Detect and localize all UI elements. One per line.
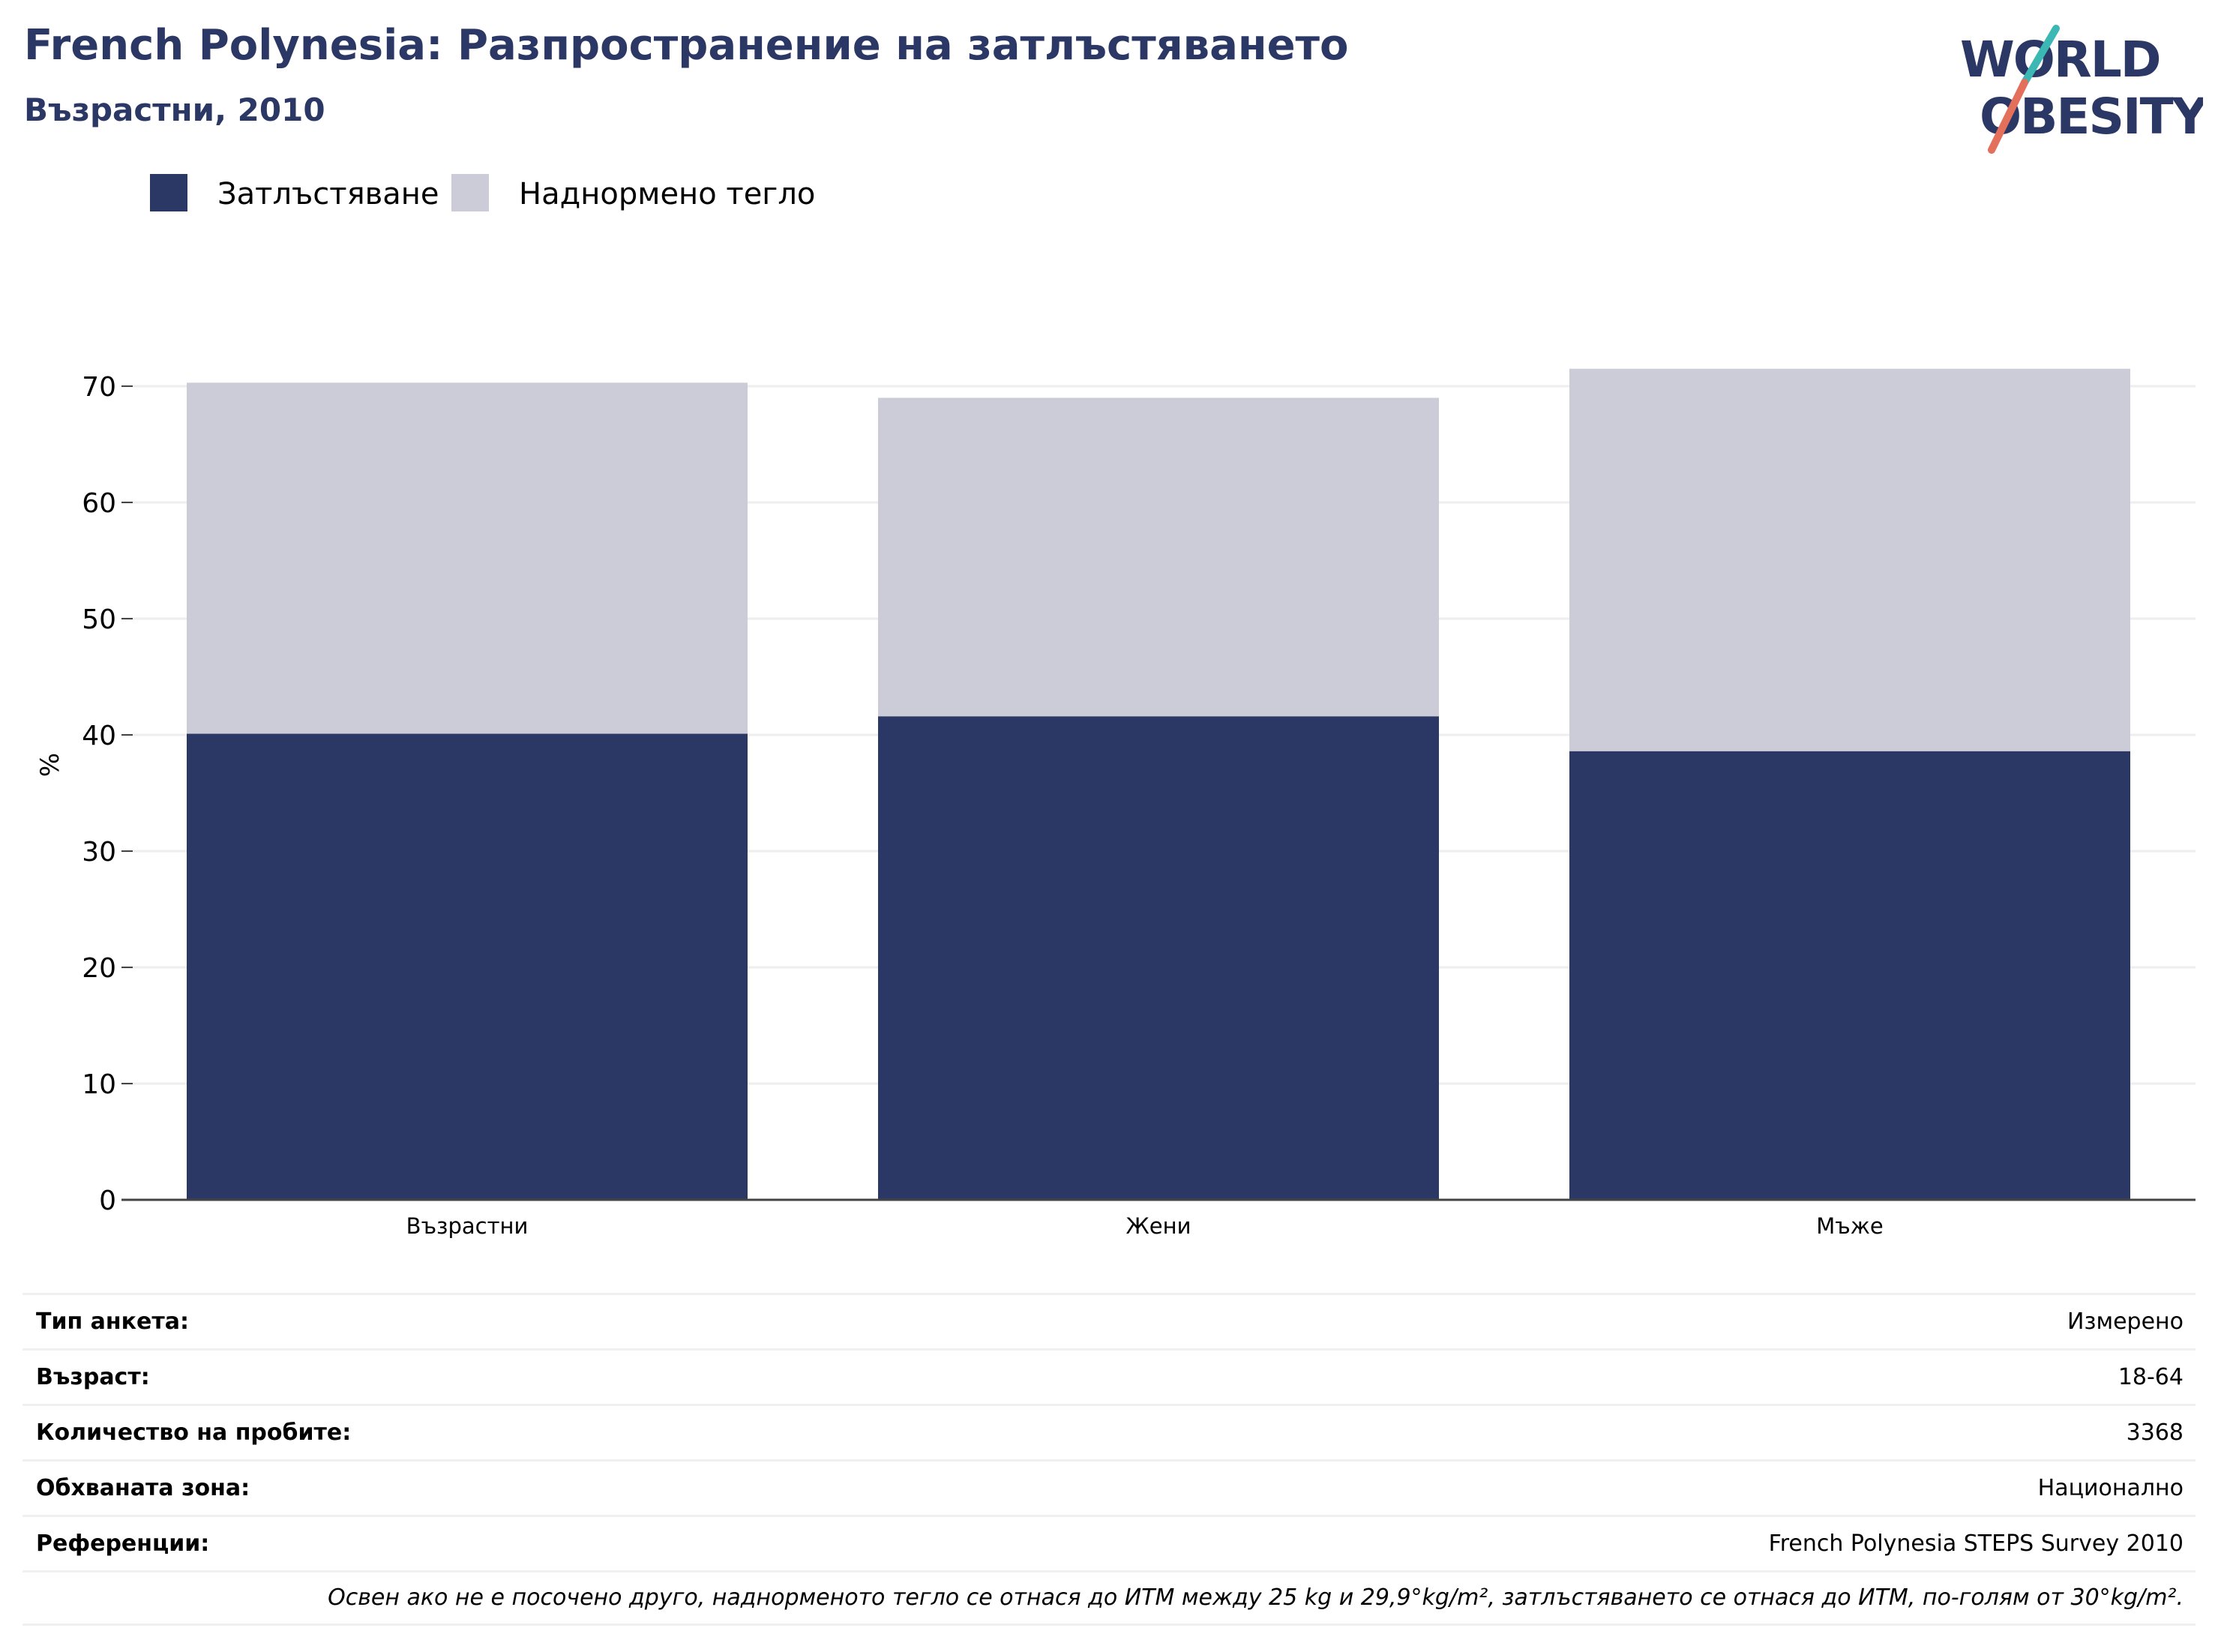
legend-label-obesity: Затлъстяване <box>217 177 439 211</box>
info-row-age: Възраст: 18-64 <box>22 1348 2196 1404</box>
y-tick-label: 20 <box>82 953 116 984</box>
info-label: Количество на пробите: <box>36 1420 352 1446</box>
info-row-coverage: Обхваната зона: Национално <box>22 1459 2196 1515</box>
legend-swatch-obesity <box>150 174 187 211</box>
y-tick-label: 60 <box>82 488 116 519</box>
definition-footnote: Освен ако не е посочено друго, наднормен… <box>22 1570 2196 1626</box>
logo-slash-teal <box>2021 25 2060 86</box>
chart-subtitle: Възрастни, 2010 <box>24 91 325 128</box>
x-tick-label: Мъже <box>1816 1213 1883 1239</box>
survey-info-table: Тип анкета: Измерено Възраст: 18-64 Коли… <box>22 1293 2196 1626</box>
y-tick-label: 70 <box>82 372 116 403</box>
y-tick-label: 0 <box>99 1186 116 1216</box>
bar-overweight <box>187 382 748 734</box>
x-tick-label: Жени <box>1126 1213 1191 1239</box>
stacked-bar-chart: 0 10 20 30 40 50 60 70 Възрастни Жени Мъже% <box>35 368 2196 1239</box>
x-tick-label: Възрастни <box>406 1213 529 1239</box>
y-tick-label: 10 <box>82 1069 116 1100</box>
info-row-references: Референции: French Polynesia STEPS Surve… <box>22 1515 2196 1570</box>
info-value: Измерено <box>2067 1309 2184 1335</box>
info-label: Възраст: <box>36 1364 150 1390</box>
info-row-sample-size: Количество на пробите: 3368 <box>22 1404 2196 1459</box>
bar-obesity <box>187 733 748 1200</box>
info-value: 18-64 <box>2118 1364 2184 1390</box>
info-row-survey-type: Тип анкета: Измерено <box>22 1293 2196 1348</box>
logo-line-1: WORLD <box>1960 31 2160 88</box>
bar-obesity <box>878 716 1439 1200</box>
legend-swatch-overweight <box>451 174 489 211</box>
y-tick-label: 50 <box>82 604 116 635</box>
legend-label-overweight: Наднормено тегло <box>519 177 816 211</box>
bar-overweight <box>878 397 1439 717</box>
info-label: Обхваната зона: <box>36 1475 250 1501</box>
y-tick-label: 40 <box>82 721 116 751</box>
info-value: Национално <box>2037 1475 2184 1501</box>
bar-overweight <box>1569 368 2130 751</box>
info-label: Тип анкета: <box>36 1309 189 1335</box>
y-tick-label: 30 <box>82 837 116 868</box>
world-obesity-logo: WORLD OBESITY <box>1960 25 2203 154</box>
info-value: 3368 <box>2126 1420 2184 1446</box>
footnote-text: Освен ако не е посочено друго, наднормен… <box>328 1585 2184 1611</box>
y-axis-label: % <box>35 753 65 777</box>
info-label: Референции: <box>36 1531 210 1557</box>
bar-obesity <box>1569 751 2130 1200</box>
info-value: French Polynesia STEPS Survey 2010 <box>1768 1531 2184 1557</box>
chart-title: French Polynesia: Разпространение на зат… <box>24 21 1349 70</box>
logo-slash-coral <box>1988 79 2028 154</box>
